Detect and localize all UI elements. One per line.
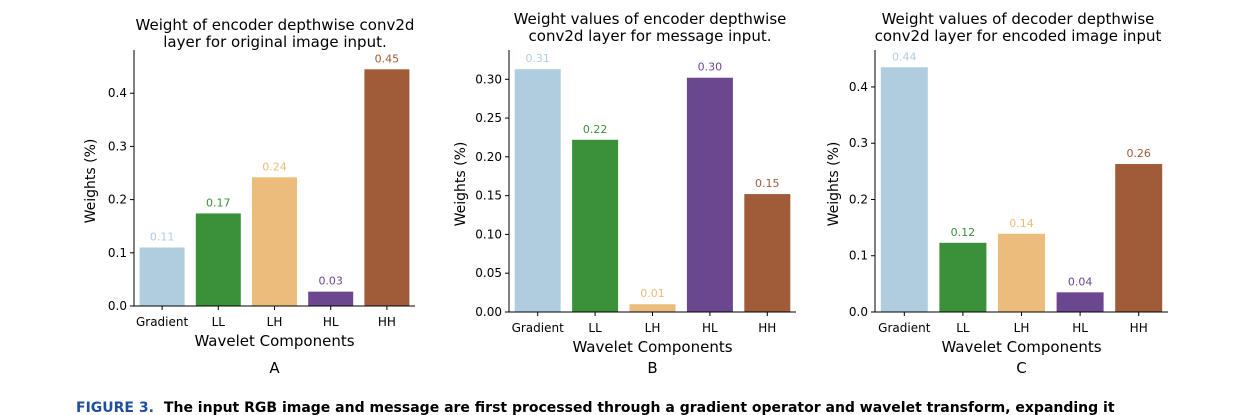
panel-c-y-tick-label: 0.1 (849, 249, 868, 263)
panel-b-title-line: Weight values of encoder depthwise (514, 10, 787, 28)
panel-b-y-tick-label: 0.10 (475, 227, 502, 241)
panel-a-bar (364, 69, 410, 306)
panel-a-x-axis-label: Wavelet Components (194, 332, 354, 350)
panel-b-y-tick-label: 0.20 (475, 150, 502, 164)
panel-a-y-tick-label: 0.4 (108, 86, 127, 100)
panel-c-bar (880, 67, 928, 312)
figure-caption-text: The input RGB image and message are firs… (163, 400, 1115, 415)
panel-c-x-tick-label: LL (956, 321, 970, 335)
panel-c-x-tick-label: Gradient (878, 321, 931, 335)
panel-a-title-line: layer for original image input. (163, 33, 386, 51)
panel-c-bar (939, 242, 987, 312)
panel-a-bar (139, 247, 185, 306)
panel-b-y-tick-label: 0.25 (475, 111, 502, 125)
panel-b-bar (572, 139, 619, 312)
panel-b-y-tick-label: 0.30 (475, 72, 502, 86)
panel-b-x-tick-label: HH (758, 321, 776, 335)
panel-a-x-tick-label: HL (323, 315, 339, 329)
panel-c-y-tick-label: 0.0 (849, 305, 868, 319)
panel-c-bar (1115, 164, 1163, 312)
panel-b-x-tick-label: LL (588, 321, 602, 335)
panel-a-value-label: 0.24 (262, 160, 287, 173)
panel-c-bar (998, 233, 1045, 312)
panel-b-bar (686, 77, 733, 312)
panel-a-value-label: 0.03 (318, 275, 343, 288)
panel-c-bar (1056, 292, 1104, 312)
panel-b-value-label: 0.22 (583, 123, 608, 136)
panel-c-y-axis-label: Weights (%) (826, 142, 842, 227)
panel-b-y-axis-label: Weights (%) (453, 142, 469, 227)
panel-b-x-tick-label: HL (702, 321, 718, 335)
panel-a-x-tick-label: LH (267, 315, 283, 329)
panel-a-x-tick-label: LL (212, 315, 226, 329)
panel-a-panel-label: A (269, 359, 280, 377)
panel-c-x-tick-label: HH (1130, 321, 1148, 335)
panel-b-value-label: 0.31 (525, 52, 550, 65)
panel-b-x-tick-label: Gradient (512, 321, 565, 335)
figure-canvas: Weight of encoder depthwise conv2dlayer … (83, 10, 1168, 377)
panel-c-value-label: 0.04 (1068, 275, 1093, 288)
panel-a-x-tick-label: HH (378, 315, 396, 329)
panel-c-x-axis-label: Wavelet Components (941, 338, 1101, 356)
panel-b-value-label: 0.30 (698, 61, 723, 74)
panel-c-value-label: 0.14 (1009, 217, 1034, 230)
figure-caption: FIGURE 3. The input RGB image and message… (76, 400, 1246, 415)
panel-a-y-tick-label: 0.0 (108, 299, 127, 313)
panel-a-bar (195, 213, 241, 306)
figure-caption-label: FIGURE 3. (76, 400, 154, 415)
panel-c-x-tick-label: HL (1072, 321, 1088, 335)
panel-b-y-tick-label: 0.05 (475, 266, 502, 280)
panel-b-y-tick-label: 0.00 (475, 305, 502, 319)
panel-b-bar (744, 194, 791, 312)
panel-a-bar (252, 177, 297, 306)
panel-a-y-tick-label: 0.1 (108, 246, 127, 260)
panel-b-panel-label: B (647, 359, 657, 377)
panel-b-x-tick-label: LH (645, 321, 661, 335)
panel-c-panel-label: C (1016, 359, 1026, 377)
panel-b-bar (629, 304, 676, 312)
panel-c-title-line: conv2d layer for encoded image input (875, 27, 1162, 45)
panel-b-value-label: 0.01 (640, 287, 665, 300)
panel-a-bar (308, 291, 354, 306)
panel-a-value-label: 0.17 (206, 196, 231, 209)
panel-c-value-label: 0.12 (951, 226, 976, 239)
panel-c-y-tick-label: 0.2 (849, 192, 868, 206)
panel-c-y-tick-label: 0.3 (849, 136, 868, 150)
panel-a-title-line: Weight of encoder depthwise conv2d (136, 16, 415, 34)
panel-a-x-tick-label: Gradient (136, 315, 189, 329)
panel-a-value-label: 0.45 (375, 52, 400, 65)
panel-c-x-tick-label: LH (1014, 321, 1030, 335)
panel-c-title-line: Weight values of decoder depthwise (882, 10, 1155, 28)
panel-b-x-axis-label: Wavelet Components (572, 338, 732, 356)
panel-b-value-label: 0.15 (755, 177, 780, 190)
panel-c-y-tick-label: 0.4 (849, 80, 868, 94)
panel-a-y-tick-label: 0.2 (108, 193, 127, 207)
panel-b-bar (514, 69, 561, 312)
panel-c-value-label: 0.26 (1126, 147, 1151, 160)
panel-c-value-label: 0.44 (892, 50, 917, 63)
panel-b-y-tick-label: 0.15 (475, 189, 502, 203)
panel-b-title-line: conv2d layer for message input. (529, 27, 772, 45)
panel-a-value-label: 0.11 (150, 230, 175, 243)
panel-a-y-tick-label: 0.3 (108, 139, 127, 153)
panel-a-y-axis-label: Weights (%) (83, 139, 99, 224)
